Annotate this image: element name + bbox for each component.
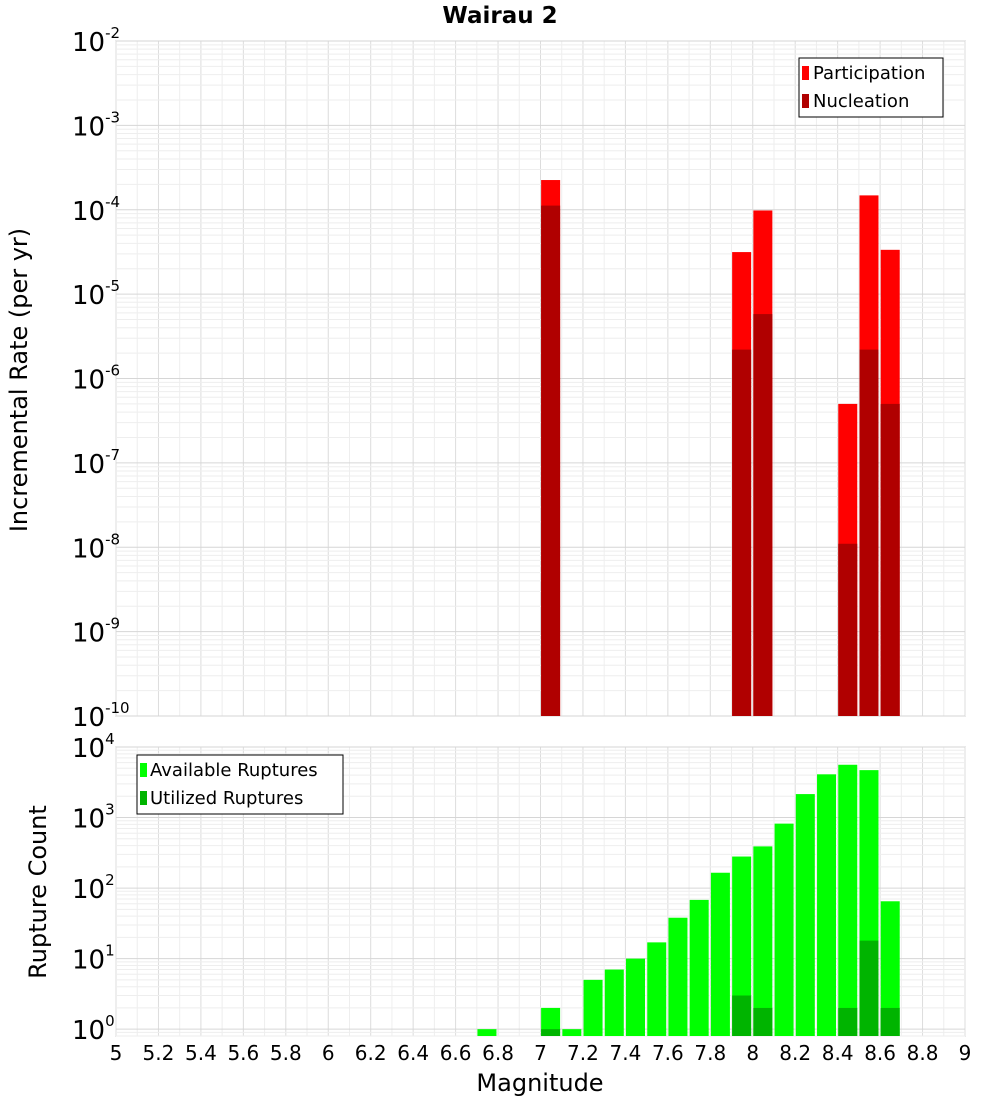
x-tick-label: 5.2 [143, 1041, 175, 1065]
y-tick-label: 10-7 [72, 446, 120, 480]
available-ruptures-bar [817, 774, 837, 1036]
available-ruptures-bar [604, 969, 624, 1036]
x-tick-label: 8.4 [822, 1041, 854, 1065]
x-tick-label: 7.8 [694, 1041, 726, 1065]
utilized-legend-label: Utilized Ruptures [150, 788, 303, 809]
x-tick-label: 7 [534, 1041, 547, 1065]
available-ruptures-bar [562, 1029, 582, 1036]
count-panel: 100 101 102 103 104 5 5.2 5.4 5.6 5.8 6 6.2 6.4 6.6 6… [24, 730, 971, 1097]
available-swatch [140, 763, 147, 777]
count-y-axis-label: Rupture Count [24, 805, 52, 979]
y-tick-label: 10-10 [72, 699, 130, 733]
x-tick-label: 7.4 [609, 1041, 641, 1065]
available-ruptures-bar [838, 764, 858, 1036]
x-axis-label: Magnitude [476, 1069, 603, 1097]
utilized-swatch [140, 791, 147, 805]
x-tick-label: 8 [746, 1041, 759, 1065]
x-tick-label: 6.8 [482, 1041, 514, 1065]
x-tick-label: 8.6 [864, 1041, 896, 1065]
y-tick-label: 103 [72, 801, 115, 835]
x-tick-labels: 5 5.2 5.4 5.6 5.8 6 6.2 6.4 6.6 6.8 7 7.2 7.4 7.6 7.8 8… [110, 1041, 972, 1065]
utilized-ruptures-bar [859, 940, 879, 1036]
x-tick-label: 5.4 [185, 1041, 217, 1065]
y-tick-label: 10-2 [72, 24, 120, 58]
nucleation-bar [732, 349, 752, 716]
utilized-ruptures-bar [541, 1029, 561, 1036]
available-ruptures-bar [668, 917, 688, 1036]
x-tick-label: 8.8 [907, 1041, 939, 1065]
participation-swatch [802, 66, 809, 80]
available-ruptures-bar [647, 942, 667, 1036]
y-tick-label: 104 [72, 730, 115, 764]
available-legend-label: Available Ruptures [150, 760, 318, 781]
utilized-ruptures-bar [753, 1007, 773, 1036]
available-ruptures-bar [477, 1029, 497, 1036]
x-tick-label: 8.2 [779, 1041, 811, 1065]
y-tick-label: 10-5 [72, 277, 120, 311]
x-tick-label: 6 [322, 1041, 335, 1065]
available-ruptures-bar [626, 958, 646, 1036]
utilized-ruptures-bar [838, 1007, 858, 1036]
available-ruptures-bar [710, 872, 730, 1036]
nucleation-bar [880, 403, 900, 716]
rate-panel: 10-10 10-9 10-8 10-7 10-6 10-5 10-4 10-3 10-2 In… [5, 24, 966, 733]
utilized-ruptures-bar [880, 1007, 900, 1036]
count-bars [477, 764, 900, 1036]
count-legend-box [136, 754, 344, 815]
nucleation-bar [753, 314, 773, 716]
rate-legend: Participation Nucleation [798, 57, 944, 118]
y-tick-label: 10-4 [72, 193, 120, 227]
available-ruptures-bar [583, 979, 603, 1036]
available-ruptures-bar [880, 901, 900, 1036]
nucleation-legend-label: Nucleation [813, 91, 909, 112]
available-ruptures-bar [541, 1007, 561, 1036]
available-ruptures-bar [795, 794, 815, 1036]
y-tick-label: 10-3 [72, 108, 120, 142]
x-tick-label: 6.4 [397, 1041, 429, 1065]
nucleation-bar [838, 543, 858, 716]
y-tick-label: 100 [72, 1012, 115, 1046]
x-tick-label: 5.6 [227, 1041, 259, 1065]
chart-title: Wairau 2 [442, 3, 557, 29]
nucleation-swatch [802, 94, 809, 108]
x-tick-label: 5.8 [270, 1041, 302, 1065]
available-ruptures-bar [774, 823, 794, 1036]
utilized-ruptures-bar [732, 995, 752, 1036]
available-ruptures-bar [732, 856, 752, 1036]
available-ruptures-bar [689, 899, 709, 1036]
y-tick-label: 10-6 [72, 362, 120, 396]
y-tick-label: 10-8 [72, 530, 120, 564]
nucleation-bar [541, 205, 561, 716]
rate-y-tick-labels: 10-10 10-9 10-8 10-7 10-6 10-5 10-4 10-3 10-2 [72, 24, 130, 733]
rate-bars [541, 180, 900, 717]
rate-legend-box [798, 57, 944, 118]
x-tick-label: 9 [959, 1041, 972, 1065]
y-tick-label: 102 [72, 871, 115, 905]
participation-legend-label: Participation [813, 63, 925, 84]
nucleation-bar [859, 349, 879, 716]
x-tick-label: 7.6 [652, 1041, 684, 1065]
y-tick-label: 101 [72, 942, 115, 976]
x-tick-label: 6.6 [440, 1041, 472, 1065]
rate-gridlines [115, 40, 966, 717]
x-tick-label: 5 [110, 1041, 123, 1065]
x-tick-label: 7.2 [567, 1041, 599, 1065]
x-tick-label: 6.2 [355, 1041, 387, 1065]
rate-y-axis-label: Incremental Rate (per yr) [5, 228, 33, 532]
count-y-tick-labels: 100 101 102 103 104 [72, 730, 115, 1046]
y-tick-label: 10-9 [72, 615, 120, 649]
available-ruptures-bar [753, 846, 773, 1036]
count-legend: Available Ruptures Utilized Ruptures [136, 754, 344, 815]
